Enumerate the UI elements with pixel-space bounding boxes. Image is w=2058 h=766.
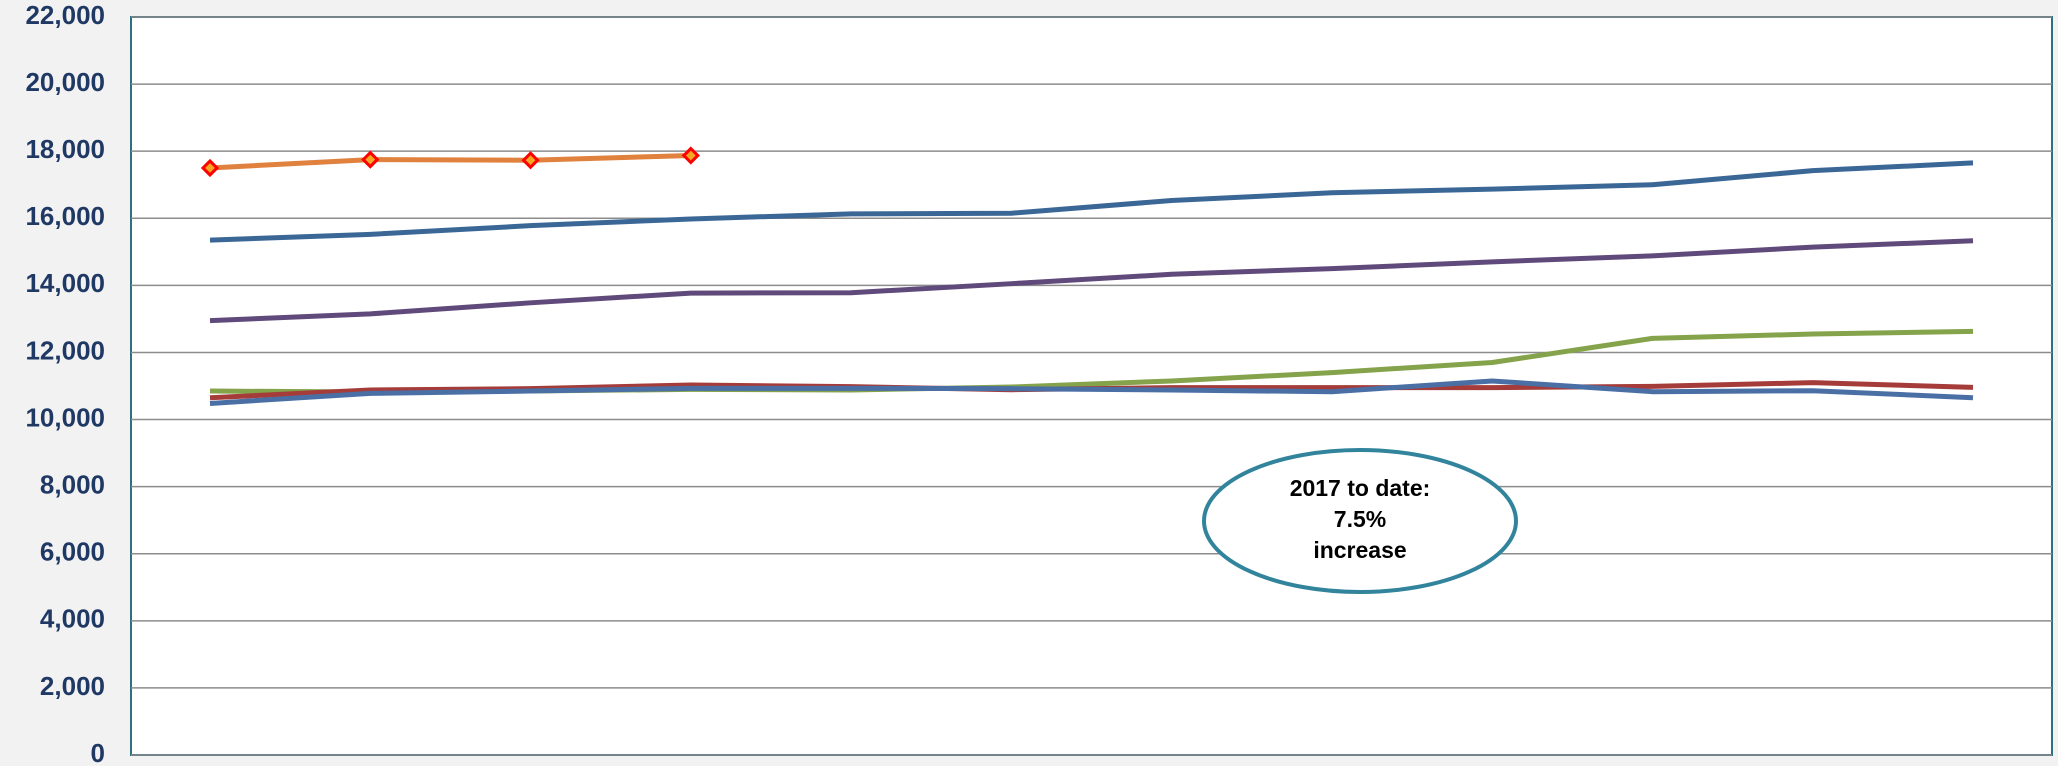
marker <box>521 151 540 170</box>
series-line <box>209 153 691 171</box>
series-line <box>209 160 1974 243</box>
series-line <box>209 238 1974 324</box>
y-tick-label: 10,000 <box>25 402 105 432</box>
y-tick-label: 0 <box>91 738 105 766</box>
y-tick-label: 8,000 <box>40 470 105 500</box>
y-tick-label: 18,000 <box>25 134 105 164</box>
marker <box>361 150 380 169</box>
marker <box>200 158 220 178</box>
y-tick-label: 14,000 <box>25 268 105 298</box>
series-line <box>209 378 1974 406</box>
annotation-ellipse <box>1202 448 1518 594</box>
y-tick-label: 2,000 <box>40 671 105 701</box>
y-tick-label: 20,000 <box>25 67 105 97</box>
marker <box>681 146 700 165</box>
y-tick-label: 22,000 <box>25 0 105 30</box>
y-tick-label: 16,000 <box>25 201 105 231</box>
annotation-text: 7.5% <box>1334 506 1386 532</box>
y-tick-label: 6,000 <box>40 537 105 567</box>
y-tick-label: 12,000 <box>25 335 105 365</box>
annotation-text: increase <box>1313 537 1406 563</box>
y-tick-label: 4,000 <box>40 604 105 634</box>
annotation-text: 2017 to date: <box>1290 475 1431 501</box>
